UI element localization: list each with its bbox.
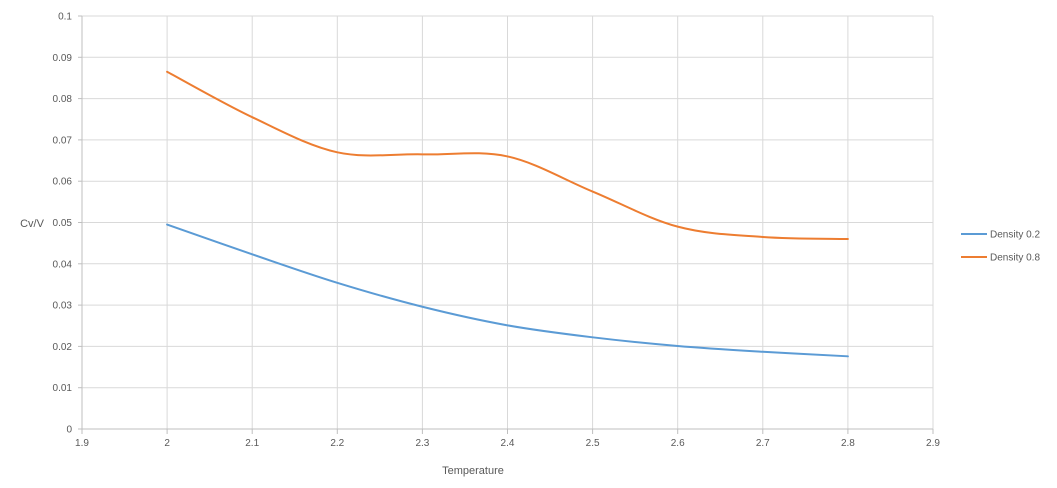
legend-label: Density 0.8 — [990, 253, 1040, 264]
data-point — [166, 71, 168, 73]
y-tick-label: 0.1 — [58, 12, 72, 23]
data-point — [591, 336, 593, 338]
data-point — [506, 324, 508, 326]
data-point — [421, 306, 423, 308]
series-lines — [166, 70, 849, 358]
y-tick-label: 0.01 — [53, 383, 73, 394]
data-point — [762, 236, 764, 238]
data-point — [677, 225, 679, 227]
y-tick-labels: 0 0.01 0.02 0.03 0.04 0.05 0.06 0.07 0.08 0.09 0.1 — [53, 12, 73, 436]
x-tick-label: 2.1 — [245, 438, 259, 449]
x-tick-label: 2.6 — [671, 438, 685, 449]
y-tick-label: 0.03 — [53, 301, 73, 312]
x-tick-label: 2.7 — [756, 438, 770, 449]
axes — [78, 15, 934, 434]
y-axis-title: Cv/V — [20, 218, 45, 230]
x-tick-label: 2.5 — [586, 438, 600, 449]
data-point — [591, 190, 593, 192]
data-point — [847, 238, 849, 240]
data-point — [336, 282, 338, 284]
y-tick-label: 0.09 — [53, 53, 73, 64]
x-tick-label: 2.8 — [841, 438, 855, 449]
x-tick-labels: 1.9 2 2.1 2.2 2.3 2.4 2.5 2.6 2.7 2.8 2.9 — [75, 438, 940, 449]
data-point — [251, 253, 253, 255]
y-tick-label: 0 — [66, 425, 72, 436]
x-tick-label: 2.3 — [415, 438, 429, 449]
data-point — [251, 116, 253, 118]
x-tick-label: 2 — [164, 438, 170, 449]
legend-label: Density 0.2 — [990, 230, 1040, 241]
data-point — [166, 223, 168, 225]
x-tick-label: 1.9 — [75, 438, 89, 449]
legend: Density 0.2 Density 0.8 — [961, 230, 1040, 264]
y-tick-label: 0.04 — [53, 259, 73, 270]
data-point — [421, 153, 423, 155]
data-point — [847, 355, 849, 357]
x-axis-title: Temperature — [442, 465, 504, 477]
y-tick-label: 0.08 — [53, 94, 73, 105]
y-tick-label: 0.02 — [53, 342, 73, 353]
series-line-0 — [166, 223, 849, 358]
data-point — [762, 351, 764, 353]
data-point — [506, 155, 508, 157]
data-point — [336, 151, 338, 153]
y-tick-label: 0.06 — [53, 177, 73, 188]
x-tick-label: 2.2 — [330, 438, 344, 449]
series-line-1 — [166, 70, 849, 241]
y-tick-label: 0.07 — [53, 135, 73, 146]
y-tick-label: 0.05 — [53, 218, 73, 229]
data-point — [677, 345, 679, 347]
gridlines — [81, 15, 934, 429]
x-tick-label: 2.4 — [501, 438, 515, 449]
x-tick-label: 2.9 — [926, 438, 940, 449]
